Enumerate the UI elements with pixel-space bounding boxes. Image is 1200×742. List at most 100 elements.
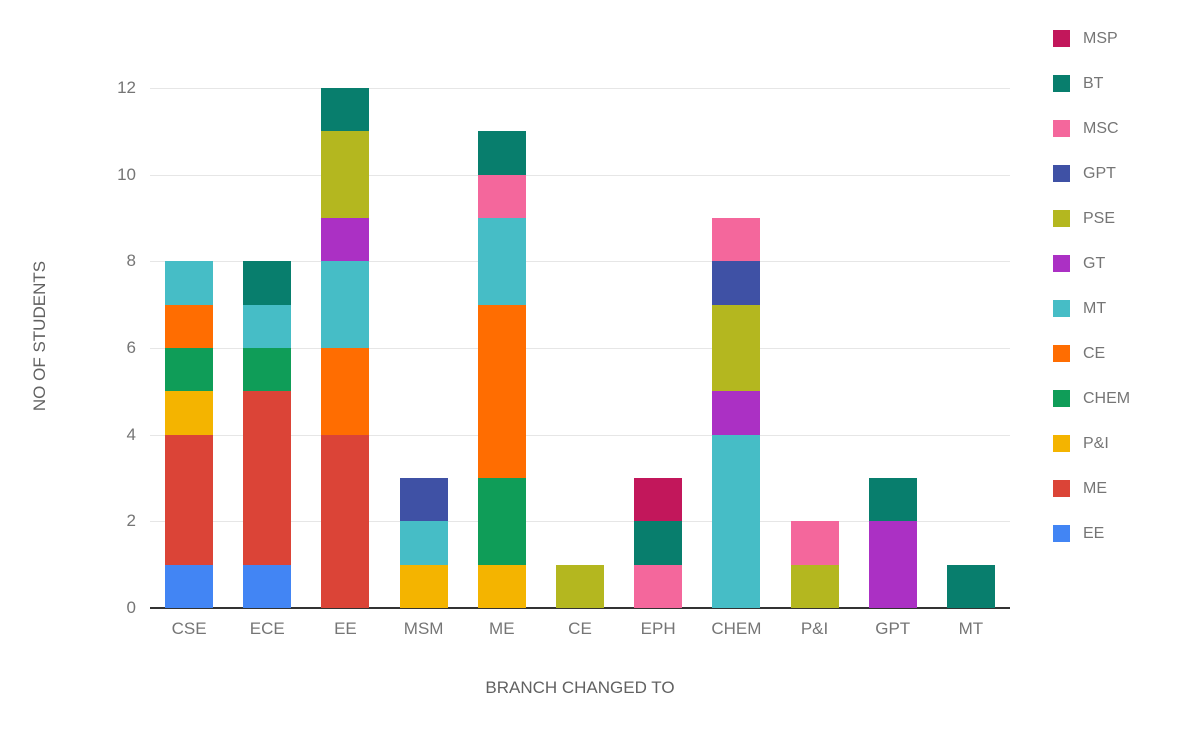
legend-swatch-icon [1053, 345, 1070, 362]
gridline [150, 348, 1010, 349]
legend-item: GPT [1053, 165, 1130, 182]
legend-label: MSC [1083, 120, 1119, 137]
bar-segment [790, 564, 839, 608]
legend-swatch-icon [1053, 75, 1070, 92]
bar-segment [243, 261, 292, 305]
legend-swatch-icon [1053, 480, 1070, 497]
legend-label: CHEM [1083, 390, 1131, 407]
bar-segment [712, 434, 761, 608]
x-tick-label: ECE [249, 619, 285, 638]
y-tick-label: 4 [126, 424, 136, 444]
bar-segment [321, 434, 370, 608]
legend-swatch-icon [1053, 255, 1070, 272]
gridline [150, 434, 1010, 436]
bar-segment [165, 564, 214, 608]
legend-item: MSP [1053, 30, 1130, 47]
legend-item: PSE [1053, 210, 1130, 227]
bar-segment [946, 564, 995, 608]
bar-segment [712, 304, 761, 392]
bar-segment [243, 564, 292, 608]
bar-segment [868, 478, 917, 522]
bar-segment [321, 348, 370, 435]
x-tick-label: MSM [403, 619, 444, 638]
bar-segment [477, 131, 526, 175]
bar-segment [712, 218, 761, 262]
legend-swatch-icon [1053, 300, 1070, 317]
bar-segment [321, 261, 370, 348]
y-tick-label: 2 [126, 511, 136, 531]
bar-segment [243, 304, 292, 348]
bar-segment [165, 304, 214, 348]
bar-segment [399, 478, 448, 522]
bar-segment [712, 261, 761, 305]
y-tick-label: 8 [126, 251, 136, 271]
bar-segment [634, 521, 683, 565]
legend-swatch-icon [1053, 30, 1070, 47]
bar-segment [165, 434, 214, 565]
y-tick-label: 0 [126, 598, 136, 617]
bar-segment [712, 391, 761, 435]
legend-swatch-icon [1053, 435, 1070, 452]
bar-segment [399, 564, 448, 608]
bar-segment [321, 88, 370, 132]
bar-segment [790, 521, 839, 565]
legend-item: EE [1053, 525, 1130, 542]
legend-swatch-icon [1053, 210, 1070, 227]
x-tick-label: EE [334, 619, 357, 638]
legend-item: CE [1053, 345, 1130, 362]
bar-segment [243, 391, 292, 565]
legend-label: PSE [1083, 210, 1116, 227]
legend-item: GT [1053, 255, 1130, 272]
legend-label: MT [1083, 300, 1107, 317]
y-axis-title: NO OF STUDENTS [30, 260, 49, 412]
legend-label: CE [1083, 345, 1106, 362]
bar-segment [634, 564, 683, 608]
bar-segment [399, 521, 448, 565]
legend-item: P&I [1053, 435, 1130, 452]
legend-swatch-icon [1053, 525, 1070, 542]
bar-segment [477, 304, 526, 478]
y-tick-label: 12 [117, 78, 136, 97]
gridline [150, 174, 1010, 176]
chart-legend: MSP BT MSC GPT PSE GT MT CE CHEM P&I ME EE [1053, 30, 1130, 542]
bar-segment [477, 564, 526, 608]
bar-segment [243, 348, 292, 392]
legend-item: ME [1053, 480, 1130, 497]
x-tick-label: P&I [800, 619, 829, 638]
x-tick-label: CHEM [711, 619, 762, 638]
gridline [150, 88, 1010, 89]
bar-segment [477, 218, 526, 305]
legend-swatch-icon [1053, 165, 1070, 182]
legend-label: GPT [1083, 165, 1116, 182]
legend-item: MT [1053, 300, 1130, 317]
x-tick-label: CSE [171, 619, 207, 638]
legend-label: ME [1083, 480, 1107, 497]
bar-segment [165, 348, 214, 392]
bar-segment [868, 521, 917, 608]
bar-segment [477, 174, 526, 218]
legend-swatch-icon [1053, 390, 1070, 407]
x-tick-label: MT [958, 619, 984, 638]
bar-segment [477, 478, 526, 565]
bar-segment [321, 131, 370, 218]
x-tick-label: EPH [640, 619, 676, 638]
legend-item: MSC [1053, 120, 1130, 137]
legend-swatch-icon [1053, 120, 1070, 137]
x-tick-label: CE [568, 619, 592, 638]
bar-segment [634, 478, 683, 522]
legend-item: BT [1053, 75, 1130, 92]
x-tick-label: ME [489, 619, 515, 638]
bar-segment [556, 564, 604, 608]
legend-label: EE [1083, 525, 1105, 542]
legend-label: GT [1083, 255, 1106, 272]
gridline [150, 261, 1010, 263]
x-axis-title: BRANCH CHANGED TO [485, 678, 675, 697]
legend-item: CHEM [1053, 390, 1130, 407]
y-tick-label: 6 [126, 338, 136, 357]
x-tick-label: GPT [875, 619, 911, 638]
bar-segment [321, 218, 370, 262]
bar-segment [165, 261, 214, 305]
legend-label: P&I [1083, 435, 1109, 452]
gridline [150, 521, 1010, 523]
